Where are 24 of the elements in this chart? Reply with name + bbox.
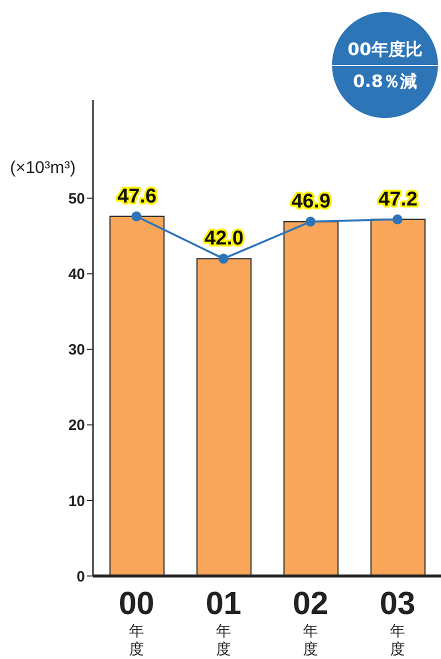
data-label: 42.0 (204, 228, 244, 250)
data-label: 47.6 (118, 185, 156, 208)
y-tick-label: 20 (68, 417, 85, 434)
badge-circle: 00年度比 0.8％減 (332, 12, 438, 118)
x-tick-label: 03年度 (380, 585, 416, 658)
x-tick-label: 02年度 (292, 585, 328, 658)
data-label: 46.9 (292, 190, 330, 213)
y-tick-label: 10 (68, 492, 85, 510)
point (132, 211, 142, 222)
point (218, 254, 228, 264)
point (306, 216, 316, 227)
bar (283, 221, 339, 576)
point (392, 214, 402, 224)
data-label: 47.2 (378, 188, 418, 210)
y-tick-label: 0 (76, 568, 85, 586)
y-tick-label: 30 (68, 342, 85, 359)
x-tick-label: 01年度 (206, 585, 242, 658)
bar (196, 258, 252, 576)
y-tick-label: 50 (68, 190, 85, 208)
y-tick-label: 40 (68, 266, 85, 284)
y-axis-title: (×10³m³) (10, 158, 76, 178)
bar (370, 218, 426, 576)
bar (109, 216, 165, 576)
x-tick-label: 00年度 (118, 585, 154, 658)
